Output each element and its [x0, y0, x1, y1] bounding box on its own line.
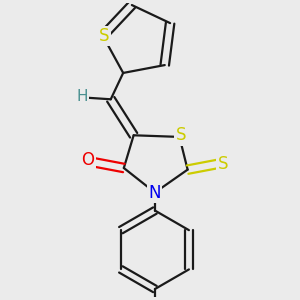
Text: S: S: [218, 155, 228, 173]
Text: S: S: [99, 27, 110, 45]
Text: N: N: [149, 184, 161, 202]
Text: H: H: [76, 89, 88, 104]
Text: O: O: [81, 152, 94, 169]
Text: S: S: [176, 126, 186, 144]
